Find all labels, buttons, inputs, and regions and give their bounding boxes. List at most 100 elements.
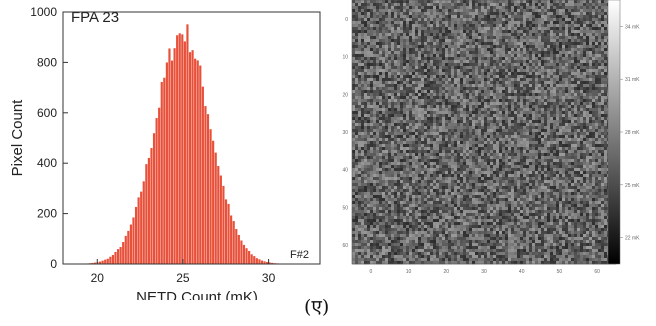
noise-pixel (457, 111, 461, 115)
noise-pixel (448, 108, 452, 112)
noise-pixel (580, 129, 584, 133)
noise-pixel (433, 93, 437, 97)
noise-pixel (418, 111, 422, 115)
noise-pixel (430, 90, 434, 94)
noise-pixel (412, 12, 416, 16)
noise-pixel (538, 159, 542, 163)
noise-pixel (589, 126, 593, 130)
noise-pixel (403, 9, 407, 13)
noise-pixel (595, 90, 599, 94)
noise-pixel (601, 30, 605, 34)
noise-pixel (496, 18, 500, 22)
noise-pixel (526, 117, 530, 121)
noise-pixel (367, 69, 371, 73)
noise-pixel (358, 99, 362, 103)
noise-pixel (445, 90, 449, 94)
noise-pixel (580, 93, 584, 97)
noise-pixel (574, 66, 578, 70)
noise-pixel (520, 6, 524, 10)
noise-pixel (421, 111, 425, 115)
noise-pixel (586, 108, 590, 112)
noise-pixel (481, 18, 485, 22)
noise-pixel (427, 135, 431, 139)
noise-pixel (421, 66, 425, 70)
histogram-bar (109, 256, 112, 264)
noise-pixel (448, 159, 452, 163)
noise-pixel (445, 135, 449, 139)
noise-pixel (352, 54, 356, 58)
noise-pixel (505, 132, 509, 136)
noise-pixel (577, 30, 581, 34)
noise-pixel (484, 57, 488, 61)
noise-pixel (397, 33, 401, 37)
noise-pixel (409, 42, 413, 46)
noise-pixel (364, 150, 368, 154)
noise-pixel (577, 24, 581, 28)
noise-pixel (403, 6, 407, 10)
noise-pixel (598, 3, 602, 7)
noise-pixel (454, 48, 458, 52)
noise-pixel (568, 66, 572, 70)
noise-pixel (595, 99, 599, 103)
noise-pixel (352, 159, 356, 163)
noise-pixel (592, 3, 596, 7)
noise-pixel (499, 81, 503, 85)
noise-pixel (547, 153, 551, 157)
noise-pixel (379, 162, 383, 166)
noise-pixel (589, 27, 593, 31)
noise-pixel (406, 87, 410, 91)
noise-pixel (451, 111, 455, 115)
noise-pixel (589, 45, 593, 49)
noise-pixel (385, 153, 389, 157)
noise-pixel (550, 66, 554, 70)
noise-pixel (538, 78, 542, 82)
noise-pixel (592, 162, 596, 166)
noise-pixel (586, 159, 590, 163)
noise-pixel (553, 12, 557, 16)
noise-pixel (490, 87, 494, 91)
noise-pixel (364, 33, 368, 37)
noise-pixel (379, 156, 383, 160)
noise-pixel (460, 69, 464, 73)
noise-pixel (574, 18, 578, 22)
noise-pixel (595, 114, 599, 118)
noise-pixel (361, 48, 365, 52)
noise-pixel (532, 30, 536, 34)
noise-pixel (427, 87, 431, 91)
noise-pixel (433, 75, 437, 79)
noise-pixel (385, 0, 389, 4)
noise-pixel (448, 96, 452, 100)
noise-pixel (460, 156, 464, 160)
noise-pixel (487, 165, 491, 169)
noise-pixel (370, 114, 374, 118)
noise-pixel (544, 63, 548, 67)
noise-pixel (367, 75, 371, 79)
noise-pixel (520, 144, 524, 148)
noise-pixel (583, 102, 587, 106)
noise-pixel (358, 66, 362, 70)
noise-pixel (598, 45, 602, 49)
noise-pixel (475, 81, 479, 85)
noise-pixel (415, 51, 419, 55)
noise-pixel (577, 9, 581, 13)
noise-pixel (583, 81, 587, 85)
noise-pixel (466, 141, 470, 145)
noise-pixel (418, 81, 422, 85)
noise-pixel (361, 150, 365, 154)
noise-pixel (382, 3, 386, 7)
noise-pixel (469, 69, 473, 73)
noise-pixel (400, 57, 404, 61)
noise-pixel (589, 54, 593, 58)
noise-pixel (406, 126, 410, 130)
noise-pixel (463, 159, 467, 163)
noise-pixel (469, 165, 473, 169)
noise-pixel (550, 114, 554, 118)
noise-pixel (598, 159, 602, 163)
noise-pixel (550, 99, 554, 103)
noise-pixel (382, 30, 386, 34)
noise-pixel (589, 111, 593, 115)
noise-pixel (376, 48, 380, 52)
noise-pixel (532, 90, 536, 94)
noise-pixel (481, 117, 485, 121)
noise-pixel (403, 114, 407, 118)
